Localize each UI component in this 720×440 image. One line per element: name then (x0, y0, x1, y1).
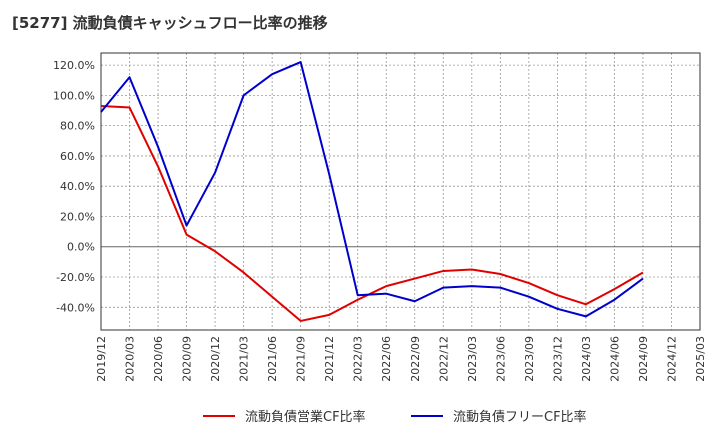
x-tick-label: 2022/06 (380, 336, 393, 382)
chart-title: [5277] 流動負債キャッシュフロー比率の推移 (12, 14, 328, 32)
series-line-2 (100, 61, 644, 318)
x-tick-label: 2024/06 (608, 336, 621, 382)
x-tick-label: 2025/03 (694, 336, 707, 382)
series-layer (100, 61, 644, 322)
y-tick-label: 20.0% (60, 210, 95, 223)
y-tick-label: -40.0% (56, 301, 95, 314)
x-tick-label: 2022/03 (352, 336, 365, 382)
x-tick-label: 2019/12 (95, 336, 108, 382)
x-tick-label: 2024/12 (665, 336, 678, 382)
x-tick-label: 2022/12 (437, 336, 450, 382)
x-tick-label: 2020/09 (181, 336, 194, 382)
plot-frame (100, 52, 701, 331)
y-tick-label: 100.0% (53, 89, 95, 102)
grid-layer (100, 53, 701, 330)
x-tick-label: 2021/09 (295, 336, 308, 382)
y-tick-label: 60.0% (60, 150, 95, 163)
x-tick-label: 2021/12 (323, 336, 336, 382)
x-tick-label: 2020/06 (152, 336, 165, 382)
x-tick-label: 2022/09 (409, 336, 422, 382)
y-axis-ticks: 120.0% 100.0% 80.0% 60.0% 40.0% 20.0% 0.0% -20.… (53, 59, 95, 314)
y-tick-label: 120.0% (53, 59, 95, 72)
x-tick-label: 2021/06 (266, 336, 279, 382)
y-tick-label: 40.0% (60, 180, 95, 193)
x-tick-label: 2020/12 (209, 336, 222, 382)
y-tick-label: 0.0% (67, 241, 95, 254)
axis-layer (100, 52, 701, 331)
x-tick-label: 2024/09 (637, 336, 650, 382)
x-tick-label: 2023/06 (494, 336, 507, 382)
x-tick-label: 2024/03 (580, 336, 593, 382)
x-tick-label: 2023/03 (466, 336, 479, 382)
series-line-1 (100, 104, 644, 322)
x-tick-label: 2023/12 (551, 336, 564, 382)
x-tick-label: 2023/09 (523, 336, 536, 382)
y-tick-label: -20.0% (56, 271, 95, 284)
legend: 流動負債営業CF比率 流動負債フリーCF比率 (203, 409, 587, 425)
legend-label-2: 流動負債フリーCF比率 (453, 409, 587, 425)
x-axis-ticks: 2019/12 2020/03 2020/06 2020/09 2020/12 2021/… (95, 336, 707, 382)
x-tick-label: 2020/03 (124, 336, 137, 382)
legend-label-1: 流動負債営業CF比率 (245, 409, 366, 425)
x-tick-label: 2021/03 (238, 336, 251, 382)
y-tick-label: 80.0% (60, 120, 95, 133)
